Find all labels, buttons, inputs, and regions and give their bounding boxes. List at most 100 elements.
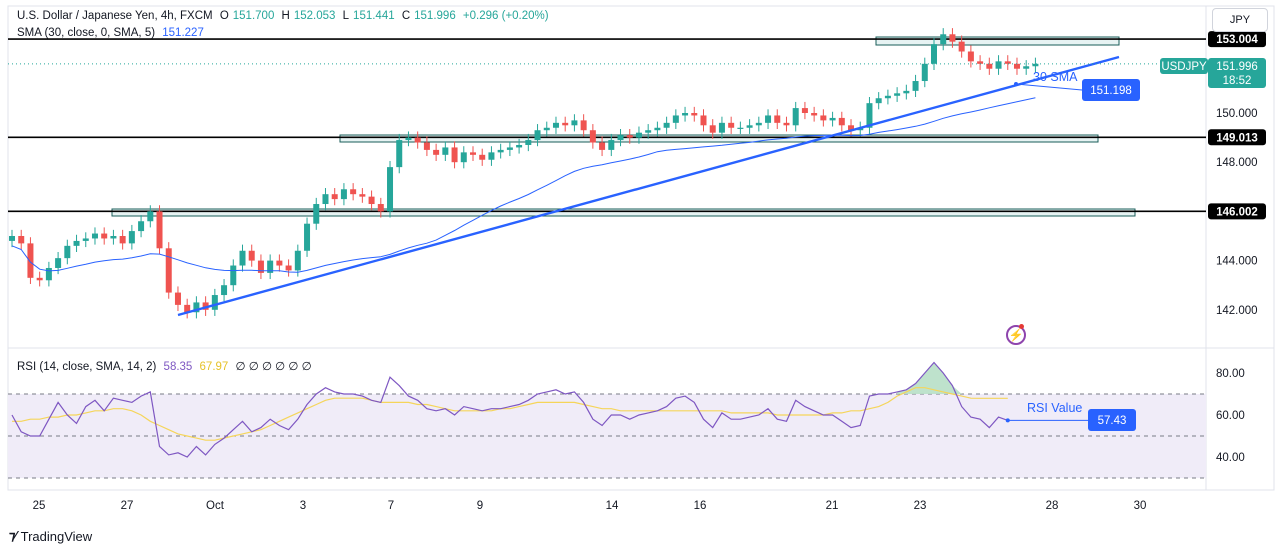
candle [442, 147, 449, 155]
candle [506, 147, 513, 150]
price-tick-label: 142.000 [1216, 305, 1258, 317]
candle [18, 236, 25, 244]
candle [949, 34, 956, 42]
rsi-tick-label: 40.00 [1216, 452, 1245, 464]
level-price-tag: 153.004 [1216, 34, 1258, 46]
candle [672, 115, 679, 123]
candle [682, 113, 689, 116]
candle [691, 113, 698, 116]
level-price-tag-bg [1208, 31, 1266, 48]
sma-anchor [1014, 82, 1018, 86]
candle [875, 98, 882, 104]
rsi-value: 58.35 [163, 361, 193, 373]
sma-label: SMA (30, close, 0, SMA, 5) [17, 27, 156, 39]
candle [174, 292, 181, 305]
candle [313, 204, 320, 224]
candle [1023, 66, 1030, 69]
candle [396, 140, 403, 168]
candle [267, 260, 274, 273]
sr-zone [111, 208, 1136, 217]
time-tick-label: 28 [1046, 500, 1059, 512]
rsi-legend[interactable]: RSI (14, close, SMA, 14, 2) 58.35 67.97 … [17, 359, 316, 373]
sma-value: 151.227 [162, 27, 204, 39]
candle [497, 149, 504, 153]
candle [294, 250, 301, 271]
candle [663, 122, 670, 128]
rsi-band [8, 394, 1206, 478]
candle [414, 137, 421, 143]
candle [838, 117, 845, 126]
ohlc-open: O 151.700 [219, 10, 275, 22]
symbol-price-tag-bg [1160, 58, 1208, 74]
symbol-title[interactable]: U.S. Dollar / Japanese Yen, 4h, FXCM [17, 10, 213, 22]
candle [9, 236, 15, 241]
candle [368, 196, 375, 205]
candle [635, 132, 642, 138]
candle [147, 211, 154, 222]
candle [608, 140, 615, 150]
ohlc-high: H 152.053 [281, 10, 336, 22]
candle [488, 152, 495, 160]
time-tick-label: 16 [694, 500, 707, 512]
candle [562, 122, 569, 126]
candle [986, 63, 993, 69]
candle [405, 137, 412, 141]
candle [958, 41, 965, 52]
sr-zone [339, 134, 1099, 143]
candle [866, 103, 873, 128]
candle [119, 236, 126, 244]
candle [36, 277, 43, 281]
level-price-tag-bg [1208, 129, 1266, 146]
candle [525, 140, 532, 145]
candle [202, 302, 209, 310]
tradingview-logo[interactable]: ⁊⁄ TradingView [9, 528, 92, 544]
candle [746, 125, 753, 128]
candle [848, 125, 855, 131]
candle [755, 122, 762, 126]
rsi-ma-line [12, 387, 1008, 441]
flash-icon[interactable]: ⚡ [1006, 325, 1026, 345]
candle [359, 194, 366, 197]
candle [534, 130, 541, 141]
level-price-tag: 146.002 [1216, 206, 1258, 218]
candle [479, 154, 486, 160]
candle [45, 267, 52, 281]
candle [221, 285, 228, 296]
candle [552, 122, 559, 128]
candle [27, 243, 34, 278]
candle [589, 130, 596, 143]
time-tick-label: 14 [606, 500, 619, 512]
sma-legend[interactable]: SMA (30, close, 0, SMA, 5) 151.227 [17, 27, 208, 39]
candle [110, 236, 117, 239]
sma-value-tag-bg [1082, 79, 1140, 101]
candle [543, 127, 550, 131]
candle [645, 130, 652, 133]
candle [239, 250, 246, 266]
candle [718, 122, 725, 133]
candle [55, 258, 62, 268]
candle [156, 211, 163, 249]
candle [433, 149, 440, 155]
candle [322, 194, 329, 205]
candle [654, 127, 661, 131]
symbol-price-tag: USDJPY [1161, 61, 1207, 73]
candle [626, 135, 633, 138]
candle [1013, 63, 1020, 69]
candle [193, 302, 200, 313]
candle [774, 115, 781, 123]
time-tick-label: 25 [33, 500, 46, 512]
rsi-pane: RSI Value [8, 361, 1206, 479]
candle [276, 260, 283, 266]
candle [350, 189, 357, 195]
candle [617, 135, 624, 141]
ohlc-low: L 151.441 [342, 10, 395, 22]
time-tick-label: 23 [914, 500, 927, 512]
candle [903, 90, 910, 94]
candle [470, 152, 476, 155]
time-tick-label: 9 [477, 500, 483, 512]
candle [138, 221, 145, 232]
currency-button[interactable]: JPY [1212, 8, 1268, 32]
level-price-tag-bg [1208, 203, 1266, 220]
rsi-label: RSI (14, close, SMA, 14, 2) [17, 361, 157, 373]
